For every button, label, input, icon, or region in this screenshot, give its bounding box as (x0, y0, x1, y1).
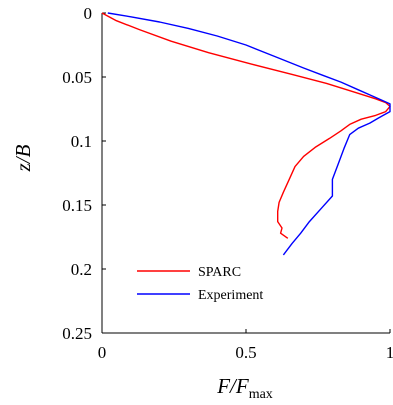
plot-area (101, 12, 391, 256)
y-tick-label: 0 (84, 4, 93, 23)
y-tick-label: 0.1 (71, 132, 92, 151)
series-line-experiment (107, 12, 391, 256)
y-tick-label: 0.2 (71, 260, 92, 279)
axes-frame (101, 13, 390, 334)
x-tick-label: 0.5 (235, 343, 256, 362)
legend-label-experiment: Experiment (198, 288, 263, 303)
y-tick-label: 0.05 (62, 68, 92, 87)
x-tick-label: 0 (98, 343, 107, 362)
legend: SPARC Experiment (137, 265, 263, 303)
x-axis-title-main: F/F (216, 374, 249, 398)
x-axis-title-subscript: max (249, 387, 273, 402)
y-tick-label: 0.25 (62, 324, 92, 343)
x-axis: 0 0.5 1 (98, 329, 393, 362)
series-line-sparc (101, 12, 391, 239)
x-axis-title: F/Fmax (216, 374, 273, 402)
y-axis: 0 0.05 0.1 0.15 0.2 0.25 (62, 4, 106, 343)
y-axis-title: z/B (11, 144, 35, 172)
legend-label-sparc: SPARC (198, 265, 241, 280)
x-tick-label: 1 (386, 343, 393, 362)
y-tick-label: 0.15 (62, 196, 92, 215)
